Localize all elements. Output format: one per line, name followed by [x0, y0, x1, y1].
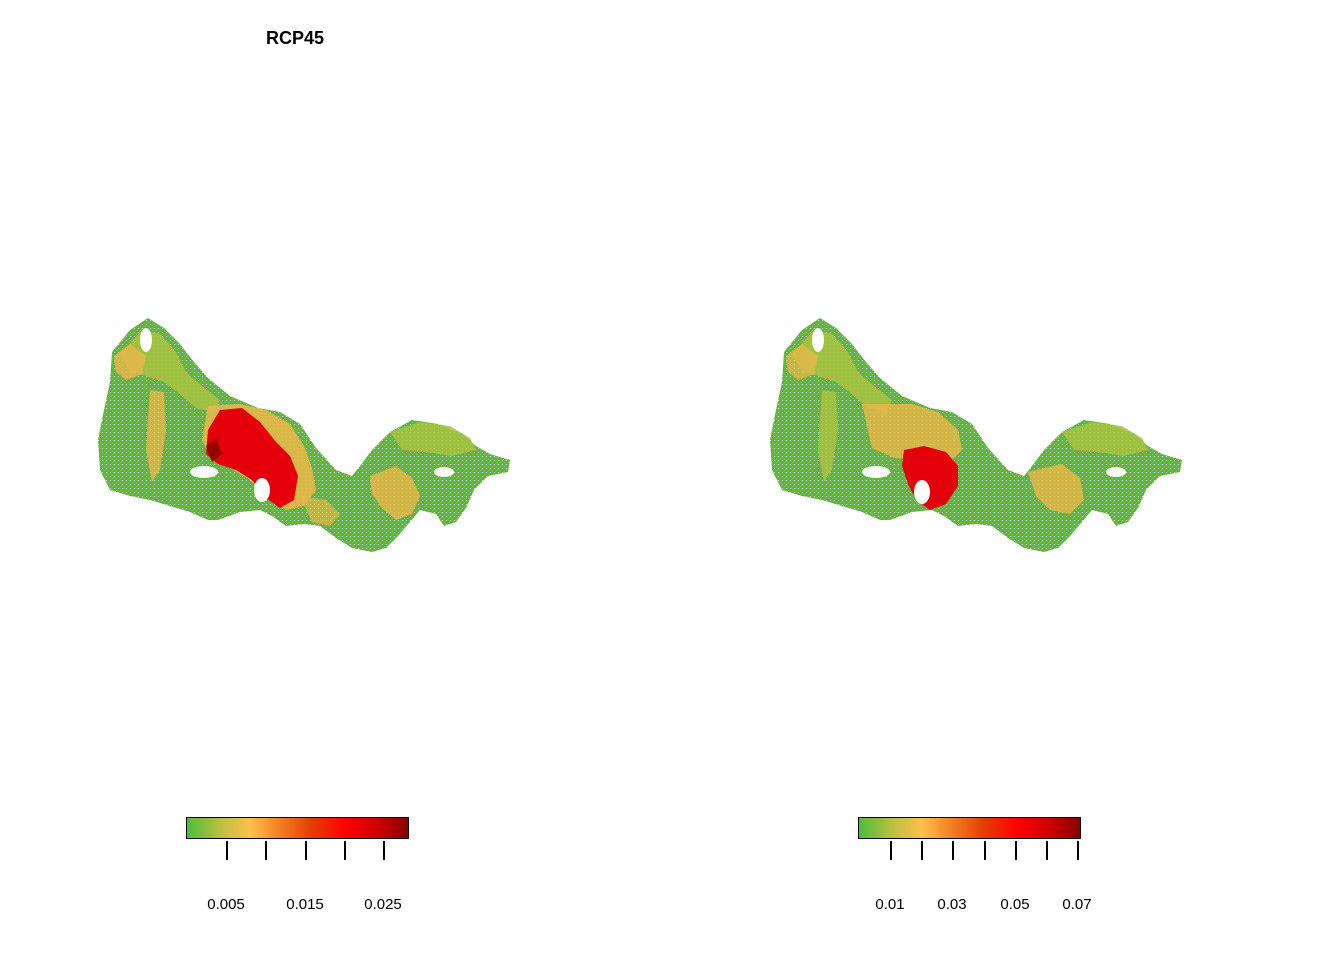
legend-tick-mark: [265, 841, 267, 860]
moderate-zone: [114, 344, 146, 380]
legend-tick-mark: [305, 841, 307, 860]
legend-tick-label: 0.05: [1000, 896, 1030, 913]
legend-tick-label: 0.03: [937, 896, 967, 913]
max-risk-zone: [206, 438, 222, 462]
moderate-zone: [390, 422, 476, 456]
color-legend-bar: [858, 817, 1081, 839]
moderate-zone: [818, 390, 838, 482]
moderate-zone: [1062, 422, 1148, 456]
legend-tick-label: 0.025: [364, 896, 402, 913]
lake: [254, 478, 270, 502]
legend-tick-label: 0.07: [1062, 896, 1092, 913]
moderate-zone: [786, 344, 818, 380]
legend-tick-mark: [344, 841, 346, 860]
moderate-zone: [146, 390, 166, 482]
panel-title: RCP45: [266, 28, 325, 48]
legend-tick-mark: [952, 841, 954, 860]
legend-tick-label: 0.01: [875, 896, 905, 913]
risk-map-left: [98, 318, 510, 552]
moderate-zone: [1028, 464, 1084, 514]
moderate-zone: [370, 466, 420, 520]
high-risk-zone: [206, 408, 298, 508]
risk-map-right: [770, 318, 1182, 552]
lake: [914, 480, 930, 504]
legend-tick-mark: [984, 841, 986, 860]
legend-tick-mark: [890, 841, 892, 860]
high-risk-zone: [862, 404, 962, 464]
color-legend-bar: [186, 817, 409, 839]
lake: [1106, 467, 1126, 477]
legend-tick-label: 0.015: [286, 896, 324, 913]
map-panel-left: RCP45 0.005 0.015 0.025: [98, 28, 510, 913]
lake: [140, 328, 152, 352]
legend-tick-mark: [226, 841, 228, 860]
legend-tick-mark: [921, 841, 923, 860]
lake: [862, 466, 890, 478]
legend-tick-mark: [383, 841, 385, 860]
lake: [812, 328, 824, 352]
legend-tick-label: 0.005: [207, 896, 245, 913]
map-panel-right: 0.01 0.03 0.05 0.07: [672, 0, 1344, 960]
legend-tick-mark: [1046, 841, 1048, 860]
moderate-zone: [300, 496, 340, 526]
legend-tick-mark: [1015, 841, 1017, 860]
lake: [190, 466, 218, 478]
lake: [434, 467, 454, 477]
legend-tick-mark: [1077, 841, 1079, 860]
